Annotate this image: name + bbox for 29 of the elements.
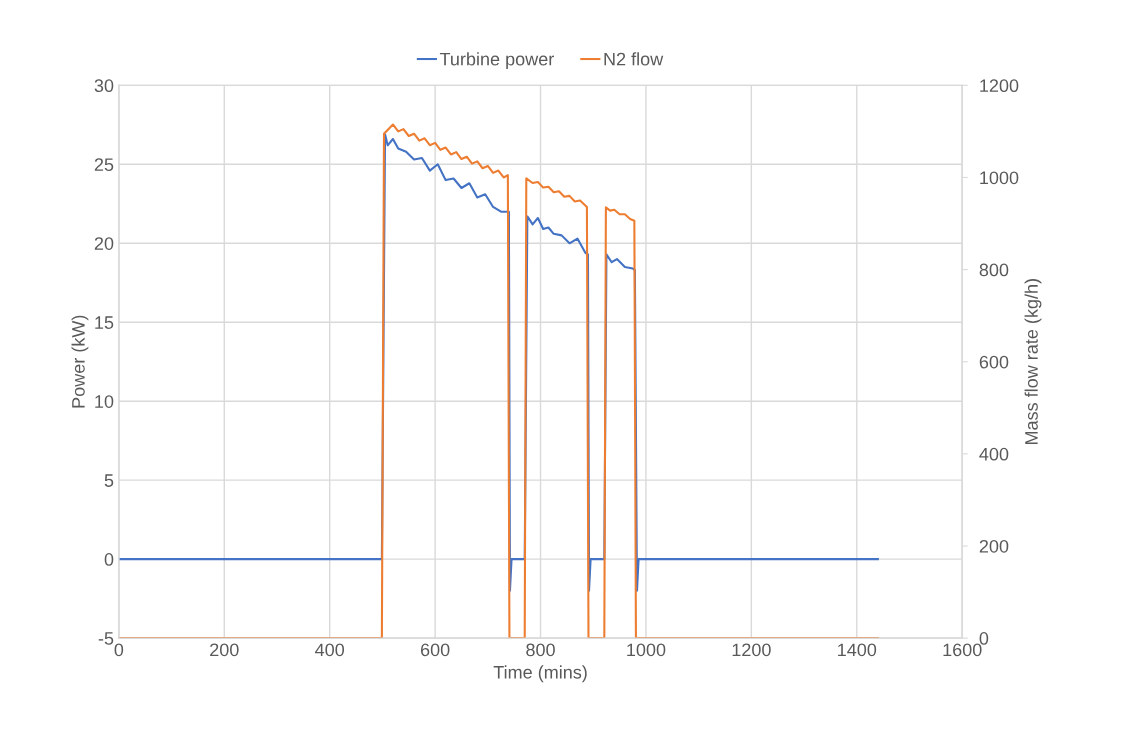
y2-tick-label: 400 [979,447,1009,461]
y2-tick-label: 200 [979,539,1009,553]
y-tick-label: 5 [104,474,114,487]
x-tick-label: 1600 [943,643,982,657]
y-axis-title: Power (kW) [71,315,89,408]
legend-label: Turbine power [439,52,554,70]
x-tick-label: 1400 [838,643,877,657]
y2-tick-label: 1000 [980,171,1019,185]
x-tick-label: 800 [526,643,555,657]
y-tick-label: 30 [94,79,114,93]
x-tick-label: 0 [114,643,124,657]
y-tick-label: -5 [98,632,114,645]
x-axis-title: Time (mins) [493,665,587,683]
y-tick-label: 15 [95,316,114,329]
y2-tick-label: 0 [979,632,989,645]
y2-axis-title: Mass flow rate (kg/h) [1024,279,1042,445]
y2-tick-label: 1200 [980,79,1019,93]
x-tick-label: 200 [210,643,239,657]
y2-tick-label: 800 [979,263,1009,277]
x-tick-label: 400 [315,643,345,657]
x-tick-label: 1000 [627,643,666,657]
y-tick-label: 20 [94,237,114,250]
y-tick-label: 25 [94,158,114,172]
y-tick-label: 10 [95,395,114,408]
y2-tick-label: 600 [979,355,1009,369]
legend-label: N2 flow [604,52,664,66]
x-tick-label: 1200 [732,643,771,657]
x-tick-label: 600 [420,643,450,657]
y-tick-label: 0 [104,553,114,566]
